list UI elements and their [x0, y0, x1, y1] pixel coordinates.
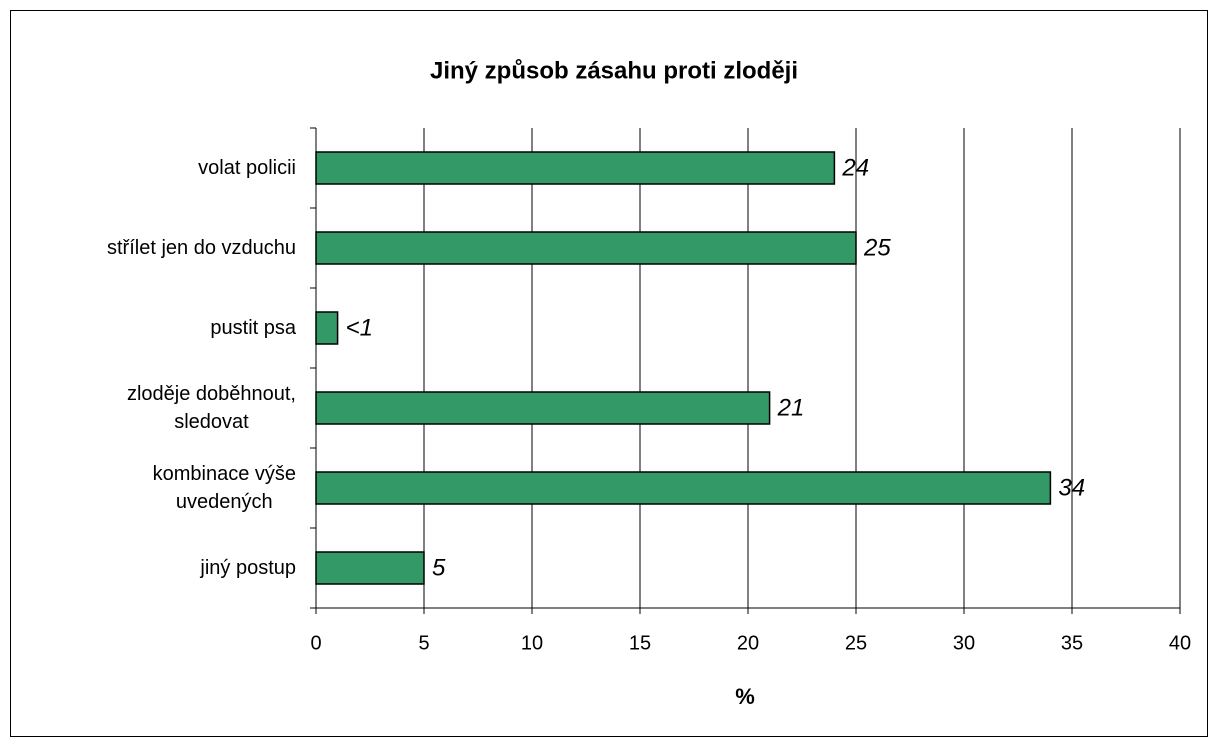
- y-tick-label: zloděje doběhnout, sledovat: [126, 383, 296, 433]
- y-tick-label: jiný postup: [200, 557, 296, 579]
- data-label: 34: [1058, 474, 1085, 501]
- x-tick-label: 15: [629, 632, 651, 654]
- x-axis-label: %: [735, 684, 755, 709]
- x-tick-label: 10: [521, 632, 543, 654]
- data-label: <1: [346, 314, 373, 341]
- data-label: 5: [432, 554, 446, 581]
- data-label: 24: [841, 154, 869, 181]
- category-label-box: střílet jen do vzduchu: [14, 208, 296, 288]
- chart-title: Jiný způsob zásahu proti zloději: [430, 57, 798, 84]
- chart-border: [10, 10, 1208, 737]
- x-tick-label: 25: [845, 632, 867, 654]
- bar: [315, 471, 1052, 505]
- x-tick-label: 5: [418, 632, 429, 654]
- category-label-box: kombinace výše uvedených: [14, 448, 296, 528]
- category-label-box: zloděje doběhnout, sledovat: [14, 368, 296, 448]
- bar: [315, 151, 836, 185]
- y-tick-label: volat policii: [198, 157, 296, 179]
- data-label: 25: [863, 234, 891, 261]
- x-tick-label: 35: [1061, 632, 1083, 654]
- bar: [315, 391, 771, 425]
- x-tick-label: 20: [737, 632, 759, 654]
- y-tick-label: pustit psa: [210, 317, 296, 339]
- bar: [315, 311, 339, 345]
- x-tick-label: 30: [953, 632, 975, 654]
- data-label: 21: [777, 394, 805, 421]
- bar: [315, 231, 857, 265]
- category-label-box: pustit psa: [14, 288, 296, 368]
- y-tick-label: kombinace výše uvedených: [152, 463, 296, 513]
- category-label-box: jiný postup: [14, 528, 296, 608]
- x-tick-label: 40: [1169, 632, 1191, 654]
- x-tick-label: 0: [310, 632, 321, 654]
- y-tick-label: střílet jen do vzduchu: [107, 237, 296, 259]
- category-label-box: volat policii: [14, 128, 296, 208]
- bar: [315, 551, 425, 585]
